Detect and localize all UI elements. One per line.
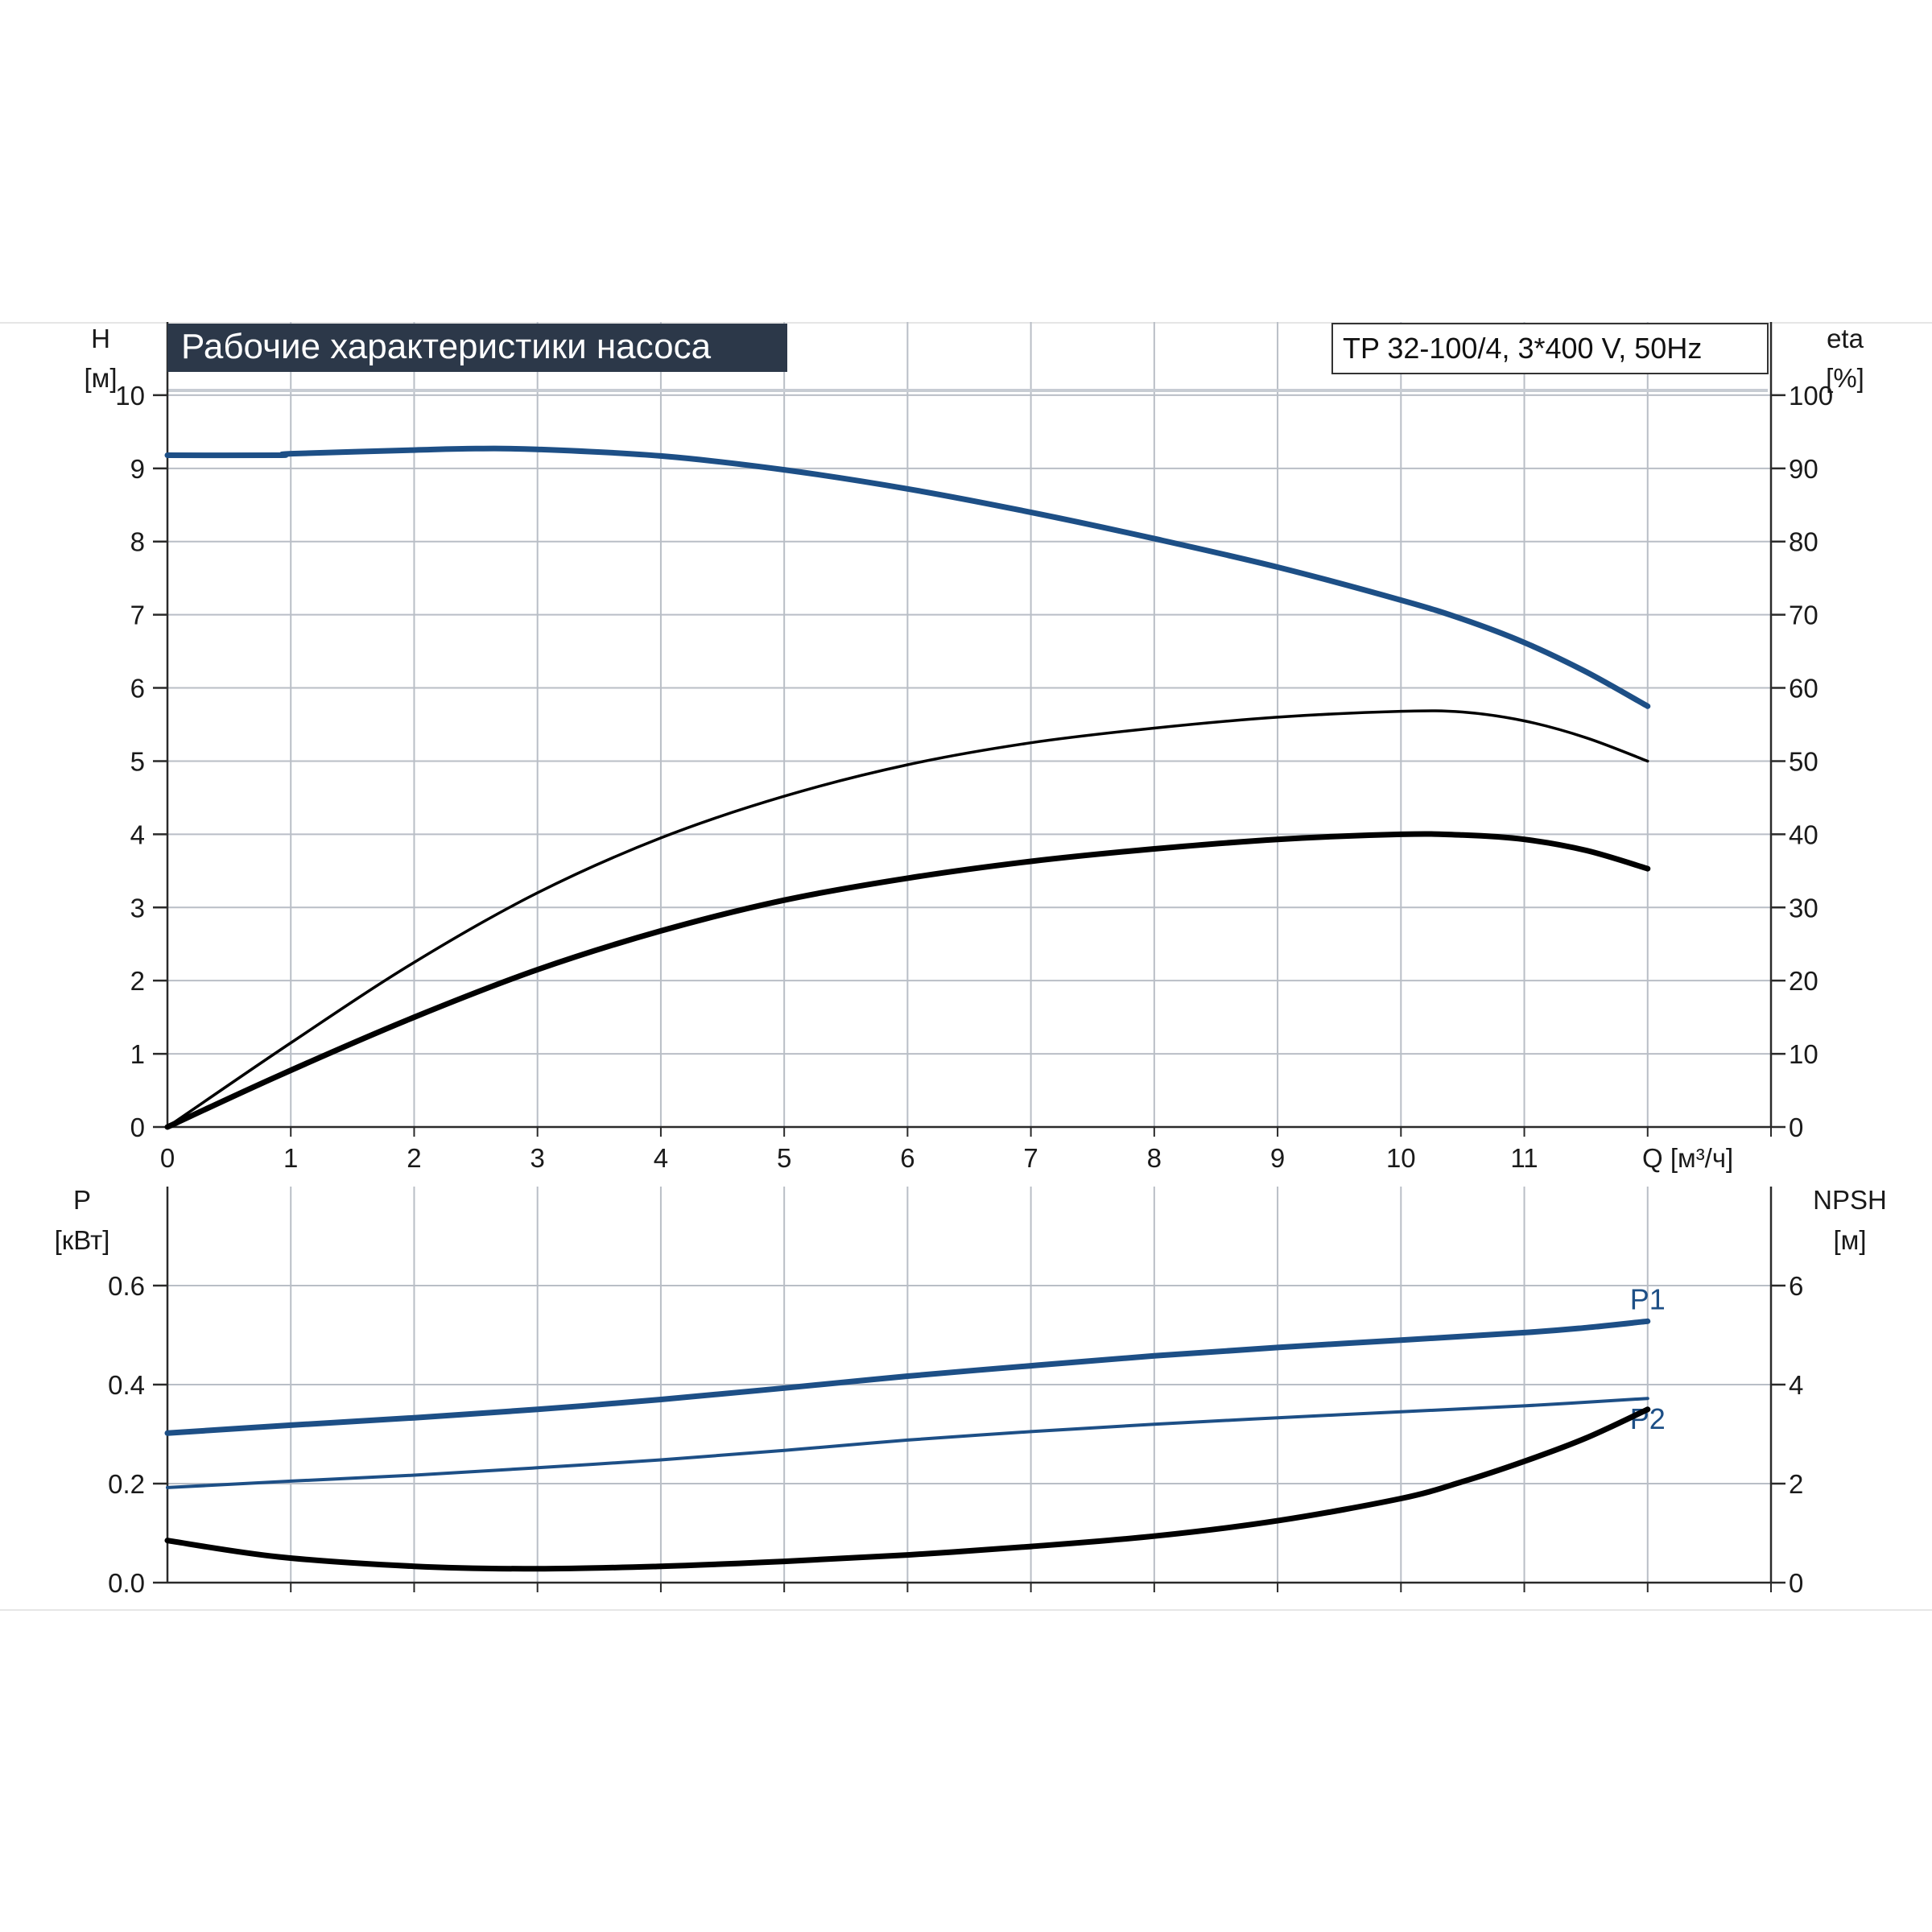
x-tick-label: 5 — [777, 1143, 791, 1173]
left-tick-label: 0.4 — [108, 1370, 145, 1400]
model-box — [1331, 323, 1769, 374]
eta-axis-unit: [%] — [1826, 363, 1864, 393]
left-tick-label: 3 — [130, 893, 145, 923]
eta-axis-name: eta — [1827, 324, 1864, 353]
model-label: TP 32-100/4, 3*400 V, 50Hz — [1343, 332, 1702, 365]
x-tick-label: 9 — [1270, 1143, 1285, 1173]
left-tick-label: 0.0 — [108, 1568, 145, 1598]
right-tick-label: 90 — [1789, 454, 1818, 484]
x-tick-label: 7 — [1023, 1143, 1038, 1173]
right-tick-label: 0 — [1789, 1568, 1803, 1598]
left-tick-label: 10 — [115, 381, 145, 411]
curve-eta-total — [164, 831, 1651, 1130]
npsh-axis-unit: [м] — [1833, 1225, 1866, 1255]
x-tick-label: 3 — [530, 1143, 545, 1173]
x-tick-label: 6 — [900, 1143, 914, 1173]
bottom-grid — [167, 1187, 1771, 1583]
right-tick-label: 2 — [1789, 1469, 1803, 1499]
q-axis-label: Q [м³/ч] — [1642, 1143, 1733, 1173]
x-tick-label: 0 — [160, 1143, 175, 1173]
bottom-ticks: 0.0 0.2 0.4 0.6 0 2 4 6 — [108, 1271, 1803, 1598]
right-tick-label: 70 — [1789, 601, 1818, 630]
left-tick-label: 5 — [130, 746, 145, 776]
npsh-axis-name: NPSH — [1813, 1185, 1887, 1215]
title-box — [167, 324, 787, 372]
left-tick-label: 8 — [130, 527, 145, 557]
x-tick-label: 10 — [1386, 1143, 1416, 1173]
right-tick-label: 60 — [1789, 674, 1818, 704]
left-tick-label: 0.6 — [108, 1271, 145, 1301]
left-tick-label: 6 — [130, 674, 145, 704]
curve-h — [164, 445, 1651, 709]
curve-npsh — [164, 1406, 1651, 1572]
left-tick-label: 0 — [130, 1113, 145, 1142]
left-tick-label: 2 — [130, 966, 145, 996]
x-tick-label: 1 — [283, 1143, 298, 1173]
left-tick-label: 1 — [130, 1039, 145, 1069]
curve-p1 — [164, 1318, 1651, 1436]
h-axis-unit: [м] — [84, 363, 117, 393]
left-tick-label: 7 — [130, 601, 145, 630]
right-tick-label: 50 — [1789, 746, 1818, 776]
right-tick-label: 40 — [1789, 819, 1818, 849]
left-tick-label: 0.2 — [108, 1469, 145, 1499]
curve-eta-pump — [166, 709, 1649, 1129]
right-tick-label: 30 — [1789, 893, 1818, 923]
x-tick-label: 8 — [1147, 1143, 1162, 1173]
right-tick-label: 20 — [1789, 966, 1818, 996]
right-tick-label: 4 — [1789, 1370, 1803, 1400]
p-axis-unit: [кВт] — [55, 1225, 110, 1255]
left-tick-label: 9 — [130, 454, 145, 484]
x-tick-label: 11 — [1510, 1143, 1538, 1173]
right-tick-label: 100 — [1789, 381, 1833, 411]
top-grid — [167, 322, 1771, 1127]
x-tick-label: 2 — [407, 1143, 421, 1173]
x-tick-label: 4 — [654, 1143, 668, 1173]
right-tick-label: 6 — [1789, 1271, 1803, 1301]
right-tick-label: 10 — [1789, 1039, 1818, 1069]
p-axis-name: P — [73, 1185, 91, 1215]
series-label-p1: P1 — [1630, 1282, 1666, 1315]
right-tick-label: 80 — [1789, 527, 1818, 557]
chart-title: Рабочие характеристики насоса — [181, 327, 712, 366]
top-curves — [164, 445, 1651, 1130]
right-tick-label: 0 — [1789, 1113, 1803, 1142]
left-tick-label: 4 — [130, 819, 145, 849]
h-axis-name: H — [91, 324, 110, 353]
curve-p2 — [166, 1397, 1649, 1489]
